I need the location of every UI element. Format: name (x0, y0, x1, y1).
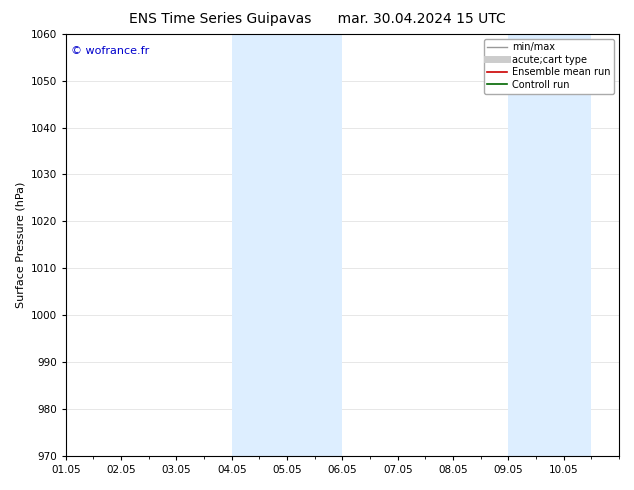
Bar (508, 34, 536, 456)
Bar (259, 34, 342, 456)
Bar (232, 34, 259, 456)
Text: ENS Time Series Guipavas      mar. 30.04.2024 15 UTC: ENS Time Series Guipavas mar. 30.04.2024… (129, 12, 505, 26)
Legend: min/max, acute;cart type, Ensemble mean run, Controll run: min/max, acute;cart type, Ensemble mean … (484, 39, 614, 94)
Y-axis label: Surface Pressure (hPa): Surface Pressure (hPa) (15, 182, 25, 308)
Text: © wofrance.fr: © wofrance.fr (72, 47, 150, 56)
Bar (536, 34, 592, 456)
